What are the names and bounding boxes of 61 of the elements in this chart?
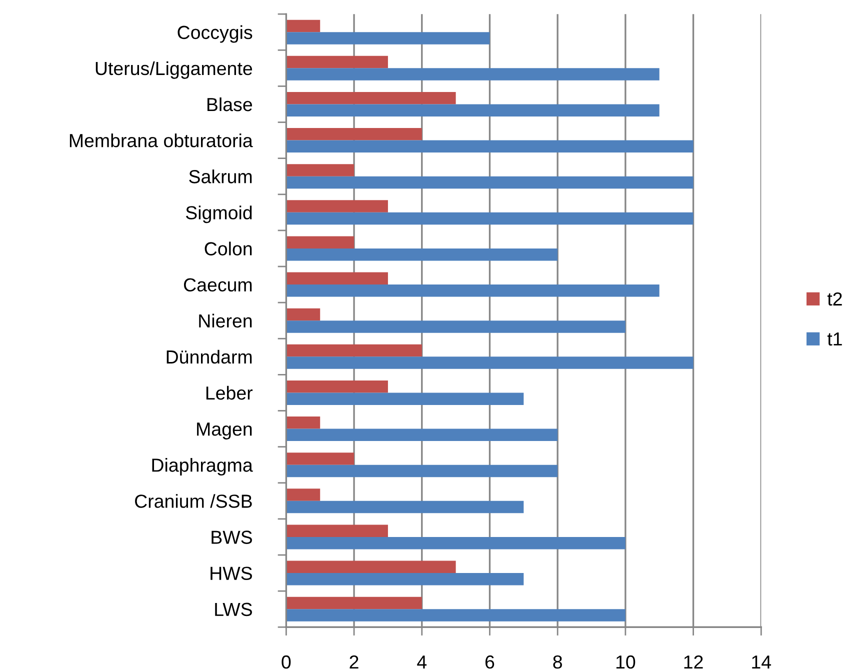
bar xyxy=(286,560,456,574)
y-tick-label: Uterus/Liggamente xyxy=(96,61,252,79)
y-tick-label: Cranium /SSB xyxy=(135,494,252,508)
y-tick-label: Leber xyxy=(206,386,253,400)
legend-label: t2 xyxy=(827,292,842,306)
bar xyxy=(286,284,660,297)
bar xyxy=(286,20,320,32)
bar xyxy=(286,92,456,104)
bar xyxy=(286,200,388,212)
legend-label: t1 xyxy=(827,332,842,346)
bar xyxy=(286,452,354,465)
x-tick-label: 2 xyxy=(350,655,358,668)
y-tick-label: Membrana obturatoria xyxy=(70,133,253,148)
bar xyxy=(286,308,320,321)
bar xyxy=(286,68,660,80)
y-tick-label: Blase xyxy=(207,97,252,112)
bar xyxy=(286,596,422,610)
bar xyxy=(286,416,320,429)
bar xyxy=(286,164,354,176)
bar xyxy=(286,573,524,586)
bar xyxy=(286,140,694,153)
bar xyxy=(286,128,422,140)
y-tick-label: Nieren xyxy=(199,314,252,328)
bar xyxy=(286,428,558,442)
x-tick-label: 10 xyxy=(616,655,636,669)
bar xyxy=(286,609,626,622)
bar xyxy=(286,524,388,537)
bar xyxy=(286,212,694,225)
y-tick-label: LWS xyxy=(215,602,252,616)
y-tick-label: Magen xyxy=(197,422,252,440)
bar xyxy=(286,248,558,261)
bar xyxy=(286,500,524,514)
bar xyxy=(286,176,694,189)
bar xyxy=(286,32,490,44)
bar xyxy=(286,464,558,478)
bar xyxy=(286,392,524,405)
y-tick-label: Caecum xyxy=(184,278,252,292)
bar xyxy=(286,272,388,285)
bar xyxy=(286,536,626,550)
bar xyxy=(286,104,660,116)
y-tick-label: Dünndarm xyxy=(166,350,252,364)
y-tick-label: Coccygis xyxy=(178,25,252,43)
x-tick-label: 14 xyxy=(752,656,772,668)
x-tick-label: 6 xyxy=(485,655,494,669)
x-tick-label: 0 xyxy=(282,655,291,669)
bar xyxy=(286,236,354,248)
bar xyxy=(286,488,320,501)
bar xyxy=(286,356,694,369)
y-tick-label: HWS xyxy=(210,566,252,580)
x-tick-label: 4 xyxy=(417,656,427,668)
bar xyxy=(286,320,626,333)
y-tick-label: Sakrum xyxy=(189,170,252,184)
x-tick-label: 12 xyxy=(684,655,703,668)
bar xyxy=(286,344,422,357)
bar xyxy=(286,56,388,68)
y-tick-label: BWS xyxy=(212,530,252,544)
y-tick-label: Sigmoid xyxy=(186,206,252,224)
x-tick-label: 8 xyxy=(553,655,562,669)
y-tick-label: Diaphragma xyxy=(152,458,253,476)
bar xyxy=(286,380,388,393)
y-tick-label: Colon xyxy=(204,242,252,256)
